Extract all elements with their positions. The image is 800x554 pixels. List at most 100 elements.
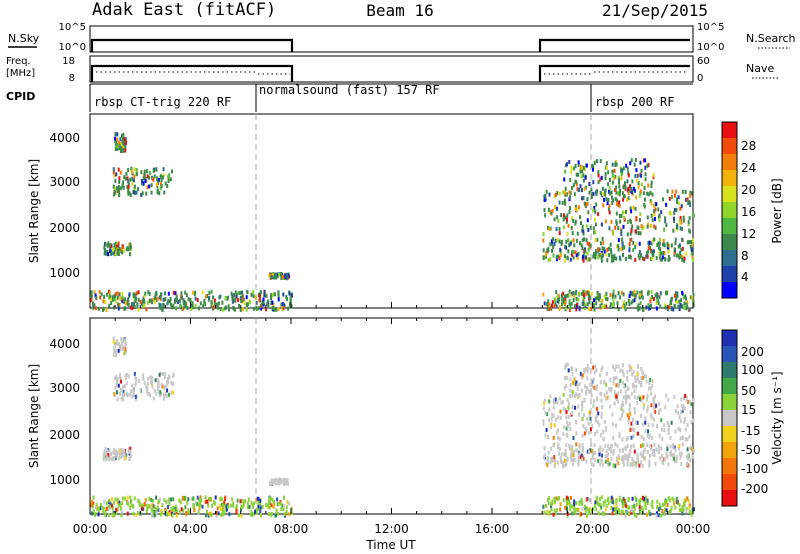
power-cell: [646, 224, 649, 229]
velocity-cell: [641, 443, 644, 448]
power-cell: [562, 213, 565, 218]
velocity-cell: [634, 463, 637, 468]
velocity-cell: [127, 449, 130, 454]
velocity-cell: [214, 495, 217, 500]
velocity-cell: [571, 390, 574, 395]
power-cell: [622, 224, 625, 229]
velocity-cell: [655, 513, 658, 518]
velocity-cell: [599, 448, 601, 453]
power-cell: [649, 245, 651, 250]
velocity-cell: [571, 504, 574, 509]
velocity-cell: [179, 500, 182, 505]
power-cell: [582, 299, 585, 304]
power-cell: [551, 241, 553, 246]
power-cell: [604, 189, 607, 194]
velocity-cell: [674, 505, 677, 510]
power-cell: [654, 217, 656, 221]
velocity-cell: [554, 417, 557, 422]
velocity-cell: [240, 513, 243, 518]
velocity-cell: [110, 503, 113, 508]
velocity-cell: [146, 506, 149, 511]
velocity-cell: [566, 457, 569, 462]
velocity-cell: [562, 425, 565, 430]
power-cell: [121, 298, 123, 303]
velocity-cell: [585, 513, 588, 518]
velocity-cell: [632, 369, 635, 374]
velocity-cell: [639, 451, 642, 456]
power-cell: [659, 247, 662, 252]
power-cell: [649, 190, 652, 195]
power-cell: [564, 201, 567, 206]
power-cell: [121, 291, 124, 296]
velocity-cell: [542, 421, 545, 426]
freq-label: Freq.: [6, 56, 31, 67]
velocity-cell: [648, 380, 651, 385]
power-cell: [675, 207, 678, 212]
velocity-cell: [105, 457, 108, 462]
power-cell: [129, 305, 132, 310]
velocity-cell: [581, 433, 584, 438]
power-cell: [258, 298, 261, 303]
velocity-cell: [578, 393, 581, 397]
power-cell: [558, 239, 561, 244]
velocity-cell: [669, 444, 672, 449]
velocity-cell: [215, 514, 218, 518]
velocity-cell: [636, 456, 639, 461]
power-cell: [689, 244, 692, 249]
power-cell: [121, 183, 124, 188]
velocity-cell: [593, 443, 596, 448]
power-cell: [668, 303, 671, 308]
velocity-cell: [168, 510, 171, 515]
velocity-cell: [565, 415, 568, 420]
velocity-cell: [628, 505, 631, 510]
power-cell: [543, 207, 546, 212]
velocity-cell: [665, 393, 668, 398]
velocity-cell: [133, 496, 136, 501]
power-cell: [135, 190, 138, 195]
velocity-cell: [601, 447, 604, 452]
power-cell: [558, 200, 561, 205]
power-cell: [553, 242, 556, 246]
power-cell: [542, 238, 545, 243]
power-cell: [639, 231, 642, 236]
power-cell: [157, 180, 160, 185]
power-cell: [615, 162, 618, 167]
power-cell: [595, 301, 598, 306]
power-cell: [112, 247, 115, 252]
power-cell: [560, 252, 563, 257]
velocity-cell: [166, 512, 169, 517]
power-cell: [186, 305, 189, 310]
velocity-cell: [115, 341, 118, 346]
power-cell: [614, 225, 617, 230]
velocity-cell: [603, 419, 606, 424]
power-cell: [666, 243, 669, 248]
velocity-cell: [625, 446, 627, 451]
velocity-cell: [633, 503, 636, 508]
power-cell: [672, 307, 675, 312]
velocity-cell: [560, 400, 563, 405]
velocity-cell: [142, 373, 145, 378]
power-cell: [628, 242, 631, 246]
power-cell: [144, 291, 147, 296]
power-cell: [664, 305, 667, 310]
power-cell: [282, 303, 285, 308]
power-cell: [194, 296, 197, 301]
power-cell: [572, 291, 575, 295]
velocity-cell: [641, 422, 644, 427]
power-cell: [583, 237, 586, 242]
velocity-cell: [640, 460, 643, 465]
velocity-cell: [686, 447, 689, 452]
velocity-cell: [159, 497, 162, 502]
power-cell: [623, 215, 626, 220]
power-colorbar-swatches: [722, 122, 737, 299]
velocity-colorbar-swatch: [722, 394, 737, 411]
velocity-cell: [117, 342, 120, 346]
power-cell: [689, 202, 692, 207]
power-cell: [646, 163, 649, 168]
power-cell: [556, 294, 559, 298]
velocity-cell: [206, 499, 209, 504]
power-cell: [673, 250, 676, 255]
power-cell: [673, 219, 676, 223]
power-cell: [120, 248, 123, 252]
power-cell: [150, 183, 153, 188]
